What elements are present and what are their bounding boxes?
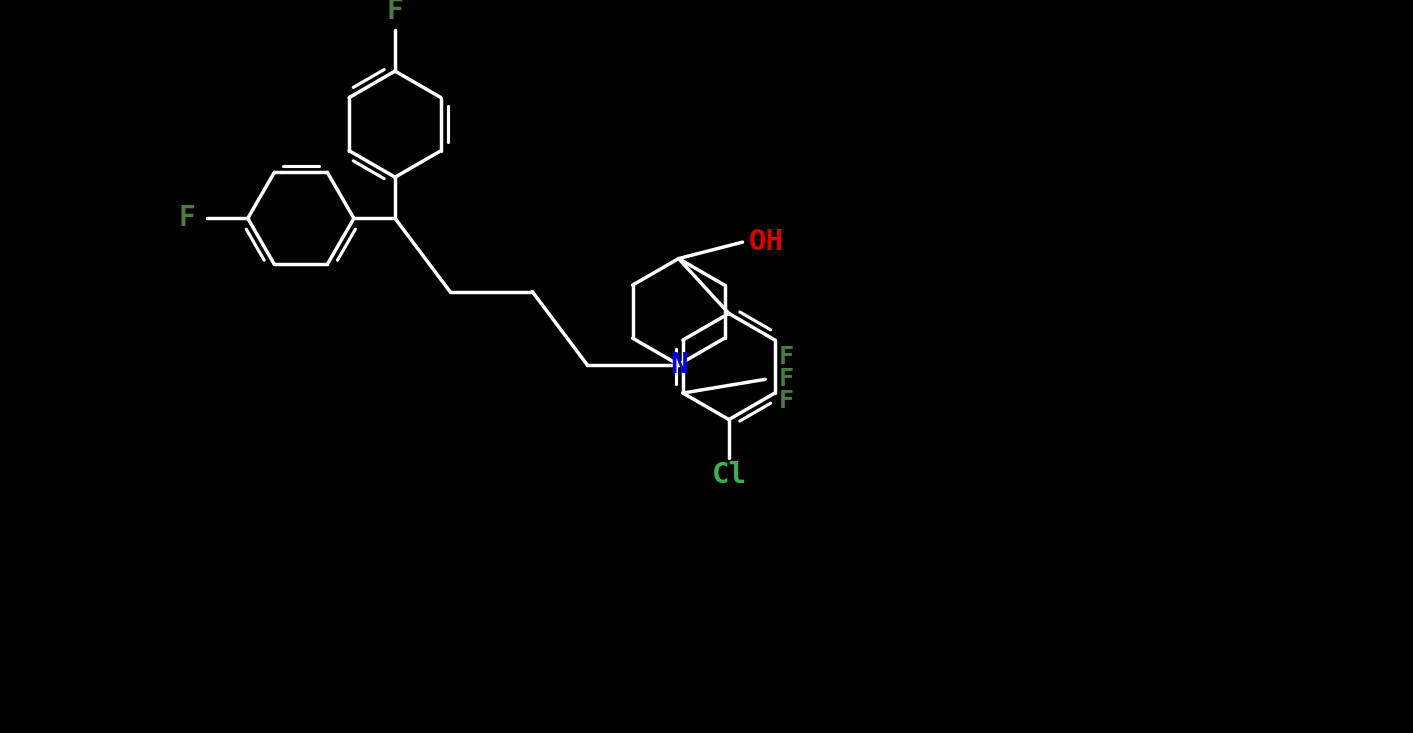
Text: F: F — [179, 205, 196, 232]
Text: F: F — [779, 367, 794, 391]
Text: F: F — [779, 389, 794, 413]
Text: F: F — [387, 0, 404, 25]
Text: N: N — [670, 350, 687, 379]
Text: Cl: Cl — [711, 461, 746, 490]
Text: F: F — [779, 345, 794, 369]
Text: OH: OH — [749, 228, 784, 256]
